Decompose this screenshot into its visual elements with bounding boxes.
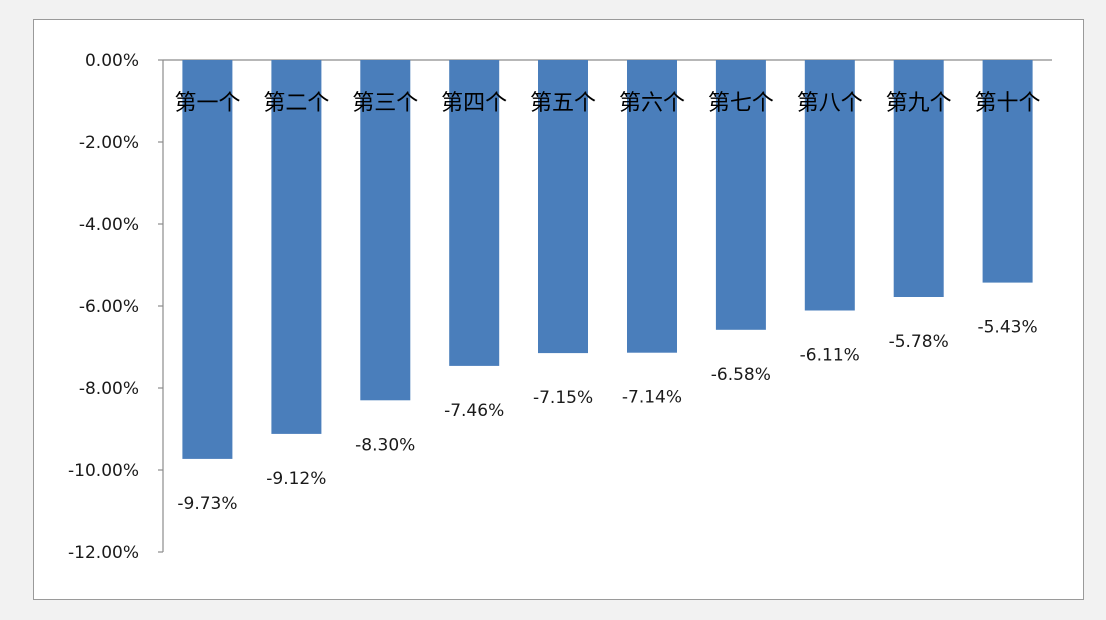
category-label: 第九个 xyxy=(886,91,952,116)
data-label: -5.43% xyxy=(977,318,1037,338)
bars xyxy=(182,60,1033,459)
bar-10 xyxy=(982,60,1033,283)
bar-6 xyxy=(627,60,677,353)
data-label: -6.58% xyxy=(711,365,771,385)
data-label: -9.73% xyxy=(177,494,237,514)
category-label: 第六个 xyxy=(619,91,685,116)
y-tick-label: -6.00% xyxy=(79,297,139,317)
category-label: 第二个 xyxy=(263,91,329,116)
y-tick-label: -12.00% xyxy=(68,543,139,563)
bar-4 xyxy=(449,60,500,366)
y-tick-label: -4.00% xyxy=(79,215,139,235)
data-label: -7.15% xyxy=(533,388,593,408)
category-label: 第四个 xyxy=(441,91,507,116)
y-tick-label: -2.00% xyxy=(79,133,139,153)
y-tick-label: 0.00% xyxy=(85,51,139,71)
category-label: 第七个 xyxy=(708,91,774,116)
bar-5 xyxy=(538,60,588,354)
bar-8 xyxy=(804,60,855,311)
y-tick-label: -10.00% xyxy=(68,461,139,481)
data-label: -7.14% xyxy=(622,388,682,408)
bar-9 xyxy=(893,60,944,297)
y-tick-label: -8.00% xyxy=(79,379,139,399)
bar-3 xyxy=(360,60,411,401)
data-label: -6.11% xyxy=(800,346,860,366)
category-label: 第一个 xyxy=(174,91,240,116)
category-label: 第三个 xyxy=(352,91,418,116)
bar-1 xyxy=(182,60,233,459)
data-label: -9.12% xyxy=(266,469,326,489)
bar-7 xyxy=(715,60,766,330)
bar-2 xyxy=(271,60,322,434)
category-label: 第八个 xyxy=(797,91,863,116)
data-label: -8.30% xyxy=(355,435,415,455)
data-label: -5.78% xyxy=(889,332,949,352)
labels: 0.00% -2.00% -4.00% -6.00% -8.00% -10.00% -12.… xyxy=(68,51,1041,563)
data-label: -7.46% xyxy=(444,401,504,421)
category-label: 第五个 xyxy=(530,91,596,116)
category-label: 第十个 xyxy=(975,91,1041,116)
